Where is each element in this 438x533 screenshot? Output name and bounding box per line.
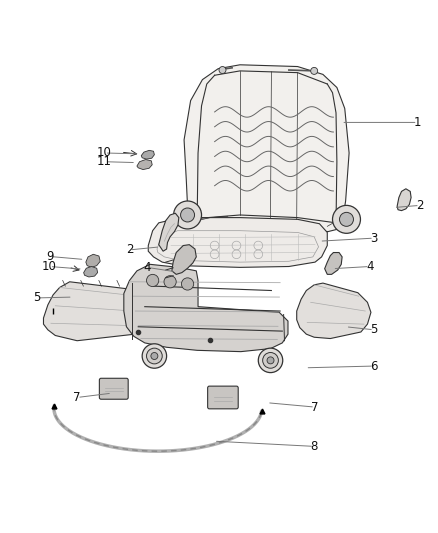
Text: 10: 10 <box>42 260 57 273</box>
Circle shape <box>147 348 162 364</box>
Text: 4: 4 <box>366 260 373 273</box>
Text: 2: 2 <box>416 199 424 212</box>
Polygon shape <box>43 282 182 341</box>
Circle shape <box>332 205 360 233</box>
Circle shape <box>173 201 201 229</box>
Text: 5: 5 <box>33 292 40 304</box>
Text: 1: 1 <box>414 116 421 129</box>
Circle shape <box>164 276 176 288</box>
Text: 5: 5 <box>370 324 378 336</box>
Text: 10: 10 <box>97 147 112 159</box>
Text: 2: 2 <box>126 244 133 256</box>
Circle shape <box>339 212 353 227</box>
Text: 4: 4 <box>143 261 151 274</box>
Circle shape <box>219 67 226 74</box>
Polygon shape <box>84 266 98 277</box>
Circle shape <box>147 274 159 287</box>
Polygon shape <box>159 213 179 251</box>
Text: 7: 7 <box>73 391 81 404</box>
Text: 3: 3 <box>370 232 378 245</box>
Text: 9: 9 <box>46 250 53 263</box>
Text: 8: 8 <box>311 440 318 453</box>
FancyBboxPatch shape <box>99 378 128 399</box>
FancyBboxPatch shape <box>208 386 238 409</box>
Text: 6: 6 <box>370 360 378 373</box>
Circle shape <box>151 352 158 359</box>
Circle shape <box>311 67 318 75</box>
Polygon shape <box>137 159 152 169</box>
Circle shape <box>263 352 279 368</box>
Text: 11: 11 <box>97 155 112 168</box>
Polygon shape <box>141 150 154 159</box>
Polygon shape <box>325 253 342 274</box>
Circle shape <box>267 357 274 364</box>
Polygon shape <box>297 283 371 338</box>
Circle shape <box>258 348 283 373</box>
Polygon shape <box>397 189 411 211</box>
Circle shape <box>142 344 166 368</box>
Polygon shape <box>184 65 349 231</box>
Polygon shape <box>172 245 196 274</box>
Polygon shape <box>124 264 288 352</box>
Polygon shape <box>86 254 100 268</box>
Circle shape <box>181 278 194 290</box>
Text: 7: 7 <box>311 401 319 414</box>
Polygon shape <box>148 217 327 268</box>
Circle shape <box>180 208 194 222</box>
